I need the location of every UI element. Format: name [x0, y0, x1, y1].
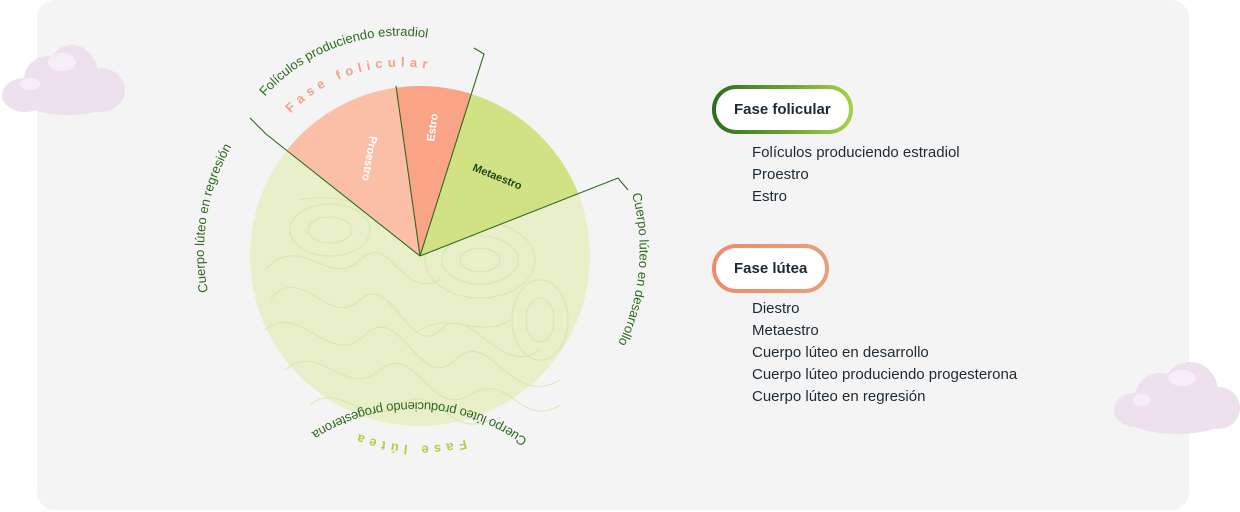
list-item: Cuerpo lúteo en regresión: [752, 388, 926, 405]
list-item: Diestro: [752, 300, 800, 317]
list-item: Estro: [752, 188, 788, 205]
list-item: Proestro: [752, 166, 809, 183]
legend-lutea: Fase lútea Diestro Metaestro Cuerpo lúte…: [712, 244, 1017, 408]
segment-label-estro: Estro: [425, 113, 441, 143]
content-card: [37, 0, 1189, 510]
divider-line-proestro-estro: [395, 85, 421, 257]
cloud-icon: [2, 45, 125, 115]
callout-desarrollo: Cuerpo lúteo en desarrollo: [615, 191, 651, 349]
fase-lutea-title-text: Fase lútea: [350, 429, 468, 457]
segment-proestro: [286, 87, 420, 256]
legend-folicular: Fase folicular Folículos produciendo est…: [712, 85, 960, 208]
fase-lutea-title: Fase lútea: [350, 429, 468, 457]
callout-regresion-text: Cuerpo lúteo en regresión: [192, 141, 234, 294]
fase-lutea-pill: Fase lútea: [712, 244, 829, 293]
cloud-icon: [1114, 362, 1240, 434]
callout-regresion: Cuerpo lúteo en regresión: [192, 141, 234, 294]
segment-metaestro: [420, 93, 579, 257]
callout-line-regresion: [249, 117, 421, 257]
callout-desarrollo-text: Cuerpo lúteo en desarrollo: [615, 191, 651, 349]
list-item: Cuerpo lúteo produciendo progesterona: [752, 366, 1018, 383]
list-item: Cuerpo lúteo en desarrollo: [752, 344, 929, 361]
list-item: Metaestro: [752, 322, 819, 339]
fase-folicular-pill: Fase folicular: [712, 85, 853, 134]
estrous-cycle-diagram: Proestro Estro Metaestro Fase folicular …: [192, 24, 652, 458]
callout-line-desarrollo: [419, 177, 629, 257]
segment-estro: [396, 85, 472, 256]
folicular-list: Folículos produciendo estradiol Proestro…: [712, 142, 960, 208]
callout-line-foliculos: [419, 47, 485, 257]
lutea-list: Diestro Metaestro Cuerpo lúteo en desarr…: [712, 298, 1017, 408]
list-item: Folículos produciendo estradiol: [752, 144, 960, 161]
